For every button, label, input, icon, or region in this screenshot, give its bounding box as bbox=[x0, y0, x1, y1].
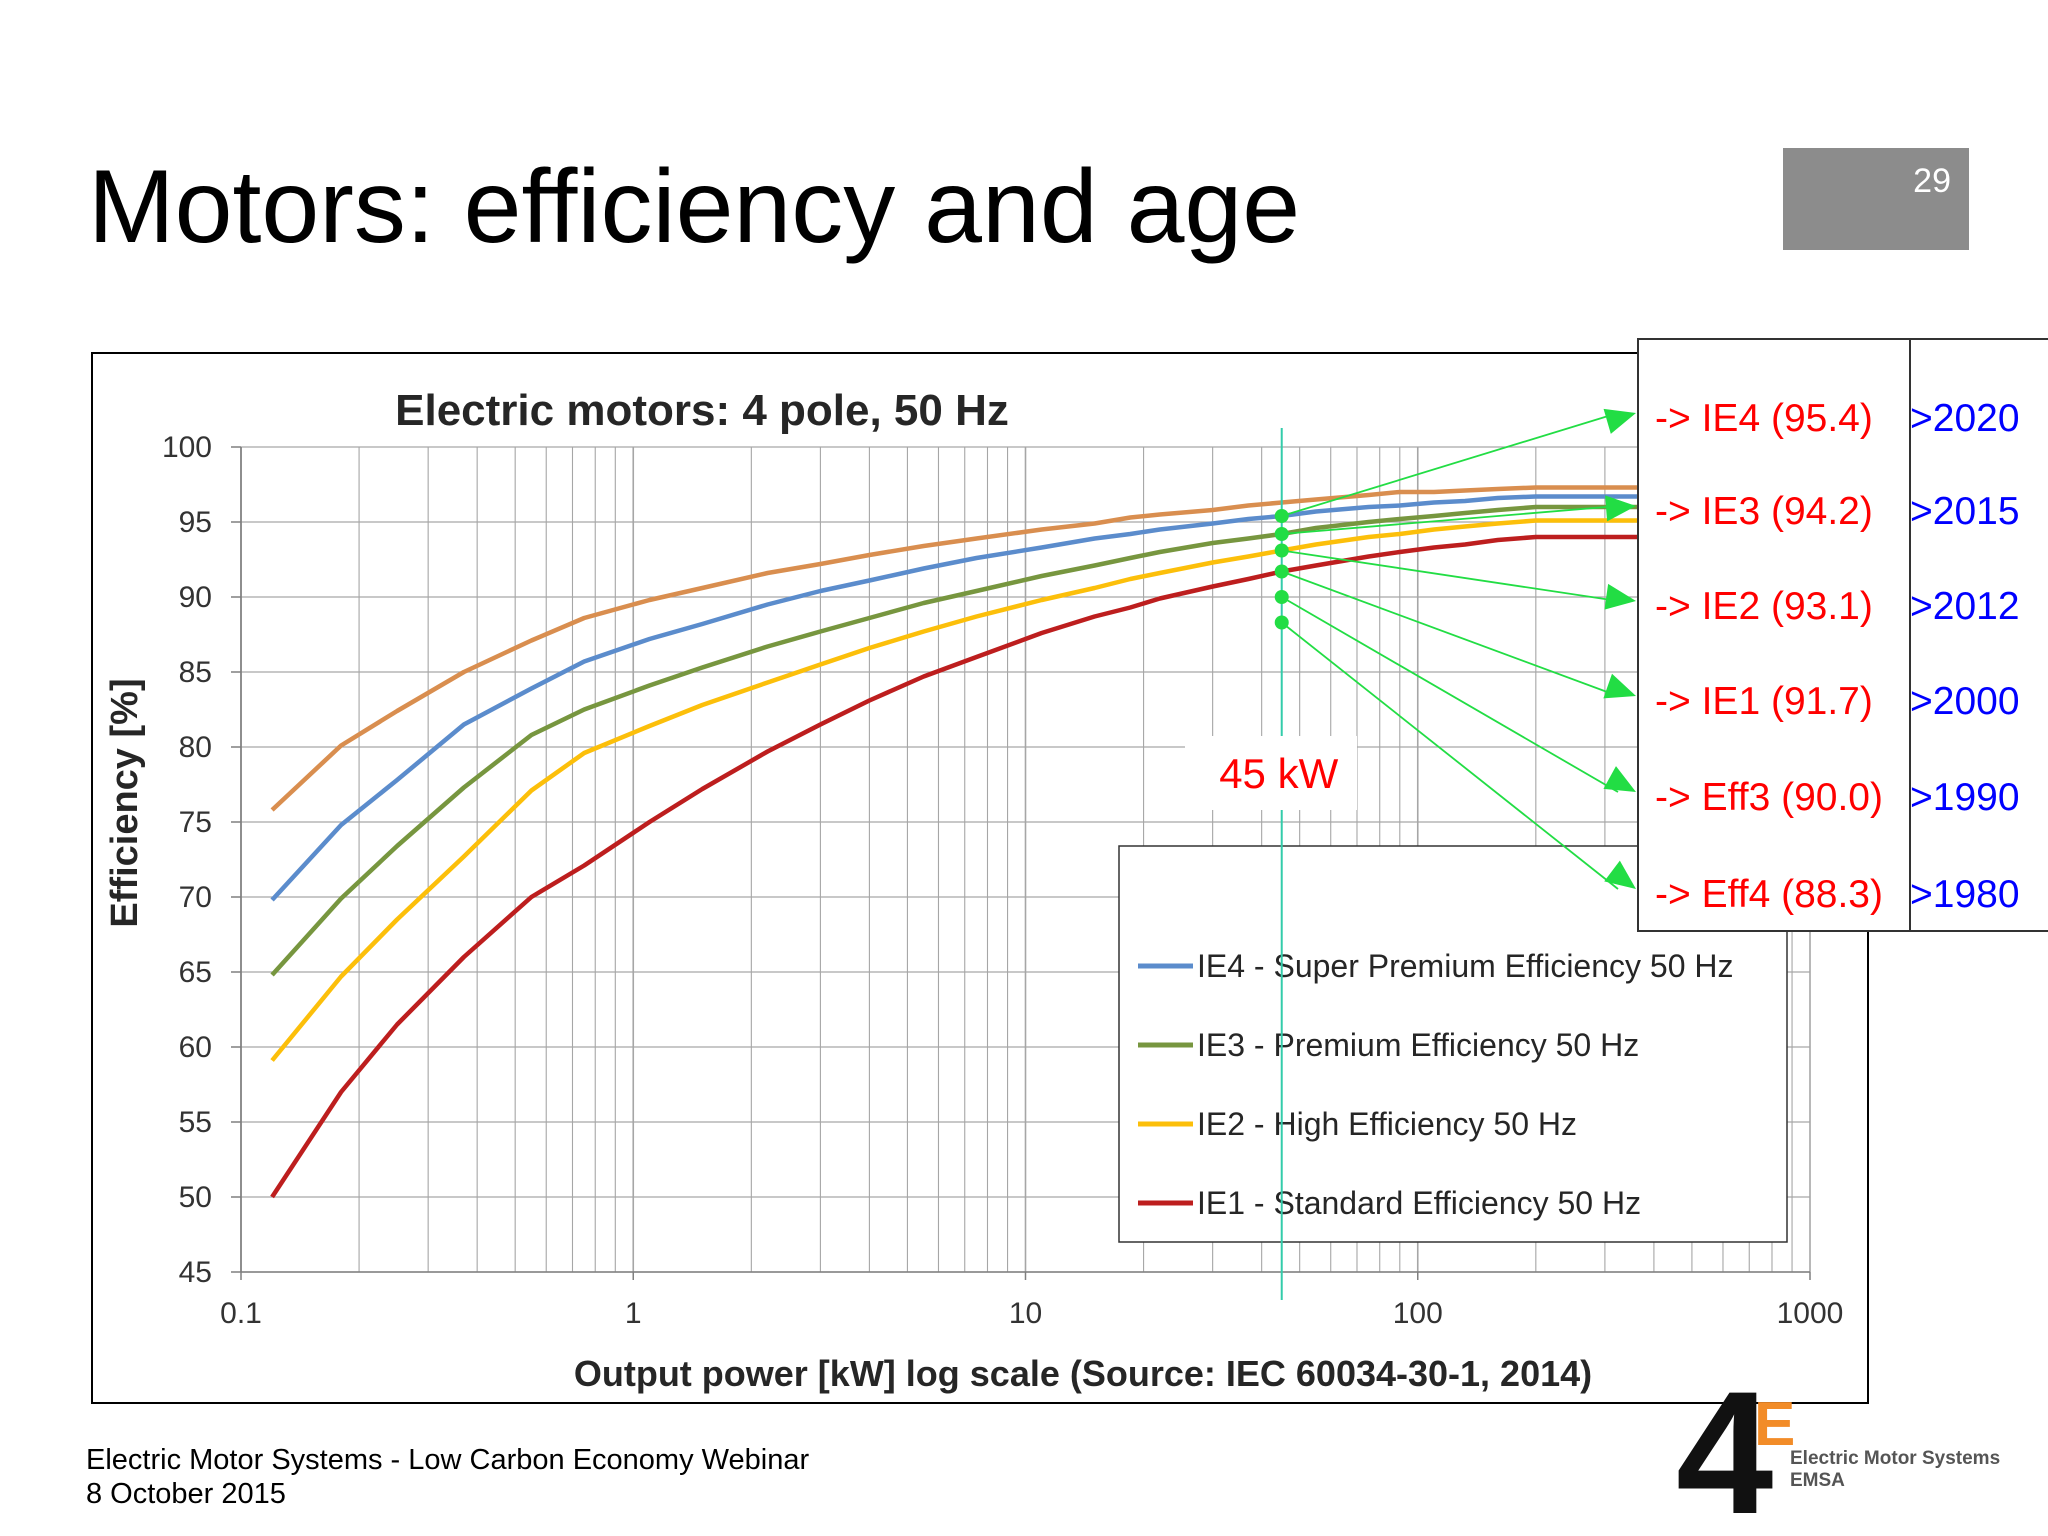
x-tick-label: 1 bbox=[625, 1297, 642, 1330]
footer-date: 8 October 2015 bbox=[86, 1478, 286, 1510]
annotation-year: >2012 bbox=[1910, 585, 2020, 628]
series-line-above-ie4 bbox=[270, 485, 1654, 812]
y-tick-label: 45 bbox=[179, 1256, 212, 1289]
logo-text: Electric Motor Systems EMSA bbox=[1790, 1448, 2000, 1492]
series-line-ie2 bbox=[270, 518, 1654, 1062]
logo-mark-e: E bbox=[1754, 1390, 1795, 1459]
pointer-arrowhead bbox=[1603, 673, 1636, 699]
page-number-badge: 29 bbox=[1783, 148, 1969, 250]
x-tick-label: 0.1 bbox=[220, 1297, 262, 1330]
annotation-label: -> IE4 (95.4) bbox=[1655, 397, 1873, 440]
footer: Electric Motor Systems - Low Carbon Econ… bbox=[86, 1443, 809, 1511]
pointer-line bbox=[1281, 505, 1619, 535]
y-tick-label: 80 bbox=[179, 731, 212, 764]
annotation-label: -> IE2 (93.1) bbox=[1655, 585, 1873, 628]
chart-title: Electric motors: 4 pole, 50 Hz bbox=[395, 386, 1009, 435]
marker-point bbox=[1274, 564, 1289, 579]
y-axis-title: Efficiency [%] bbox=[104, 678, 146, 927]
legend-entry: IE1 - Standard Efficiency 50 Hz bbox=[1197, 1185, 1641, 1221]
annotation-label: -> IE3 (94.2) bbox=[1655, 490, 1873, 533]
page-number: 29 bbox=[1913, 162, 1951, 200]
pointer-arrowhead bbox=[1604, 860, 1636, 889]
x-axis-title: Output power [kW] log scale (Source: IEC… bbox=[574, 1353, 1592, 1394]
y-tick-label: 60 bbox=[179, 1031, 212, 1064]
y-tick-label: 85 bbox=[179, 656, 212, 689]
series-line-ie4 bbox=[270, 494, 1654, 902]
marker-label-bg bbox=[1185, 736, 1357, 810]
annotation-year: >1980 bbox=[1910, 873, 2020, 916]
pointer-line bbox=[1281, 621, 1619, 890]
y-tick-label: 70 bbox=[179, 881, 212, 914]
logo-mark-four: 4 bbox=[1676, 1373, 1773, 1523]
pointer-line bbox=[1281, 596, 1619, 793]
x-tick-label: 100 bbox=[1393, 1297, 1443, 1330]
footer-event: Electric Motor Systems - Low Carbon Econ… bbox=[86, 1444, 810, 1476]
y-tick-label: 100 bbox=[162, 431, 212, 464]
logo-line1: Electric Motor Systems bbox=[1790, 1448, 2001, 1469]
y-tick-label: 90 bbox=[179, 581, 212, 614]
pointer-arrowhead bbox=[1604, 583, 1636, 610]
y-tick-label: 50 bbox=[179, 1181, 212, 1214]
marker-point bbox=[1274, 527, 1289, 541]
year-panel bbox=[1909, 338, 2048, 932]
x-tick-label: 10 bbox=[1009, 1297, 1042, 1330]
pointer-arrowhead bbox=[1603, 408, 1636, 434]
legend-entry: IE2 - High Efficiency 50 Hz bbox=[1197, 1106, 1577, 1142]
annotation-year: >2000 bbox=[1910, 680, 2020, 723]
annotation-label: -> IE1 (91.7) bbox=[1655, 680, 1873, 723]
annotation-label: -> Eff4 (88.3) bbox=[1655, 873, 1883, 916]
pointer-arrowhead bbox=[1605, 495, 1636, 522]
annotation-label: -> Eff3 (90.0) bbox=[1655, 776, 1883, 819]
y-tick-label: 75 bbox=[179, 806, 212, 839]
logo-line2: EMSA bbox=[1790, 1470, 1845, 1491]
emsa-logo: 4 E bbox=[1676, 1373, 1795, 1523]
slide-title: Motors: efficiency and age bbox=[88, 149, 1301, 265]
marker-point bbox=[1274, 509, 1289, 523]
marker-point bbox=[1274, 590, 1289, 604]
y-tick-label: 95 bbox=[179, 506, 212, 539]
x-tick-label: 1000 bbox=[1777, 1297, 1844, 1330]
legend-entry: IE4 - Super Premium Efficiency 50 Hz bbox=[1197, 948, 1734, 984]
y-tick-label: 65 bbox=[179, 956, 212, 989]
marker-point bbox=[1274, 543, 1289, 558]
marker-point bbox=[1274, 615, 1289, 630]
legend-entry: IE3 - Premium Efficiency 50 Hz bbox=[1197, 1027, 1639, 1063]
marker-label: 45 kW bbox=[1219, 750, 1338, 797]
annotation-year: >2015 bbox=[1910, 490, 2020, 533]
annotation-year: >1990 bbox=[1910, 776, 2020, 819]
pointer-line bbox=[1281, 570, 1619, 697]
series-line-ie3 bbox=[270, 504, 1654, 977]
y-tick-label: 55 bbox=[179, 1106, 212, 1139]
annotation-panel bbox=[1637, 338, 1911, 932]
annotation-year: >2020 bbox=[1910, 397, 2020, 440]
pointer-line bbox=[1281, 549, 1619, 602]
pointer-arrowhead bbox=[1603, 766, 1636, 792]
pointer-line bbox=[1281, 412, 1619, 517]
series-line-ie1 bbox=[270, 534, 1654, 1199]
